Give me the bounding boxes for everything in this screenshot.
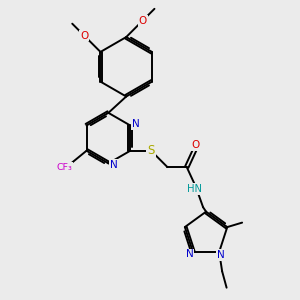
Text: O: O — [80, 31, 88, 40]
Text: O: O — [191, 140, 200, 150]
Text: N: N — [185, 249, 193, 260]
Text: O: O — [138, 16, 147, 26]
Text: N: N — [132, 119, 140, 129]
Text: S: S — [147, 144, 155, 157]
Text: N: N — [110, 160, 118, 170]
Text: HN: HN — [187, 184, 202, 194]
Text: CF₃: CF₃ — [56, 163, 72, 172]
Text: N: N — [217, 250, 224, 260]
